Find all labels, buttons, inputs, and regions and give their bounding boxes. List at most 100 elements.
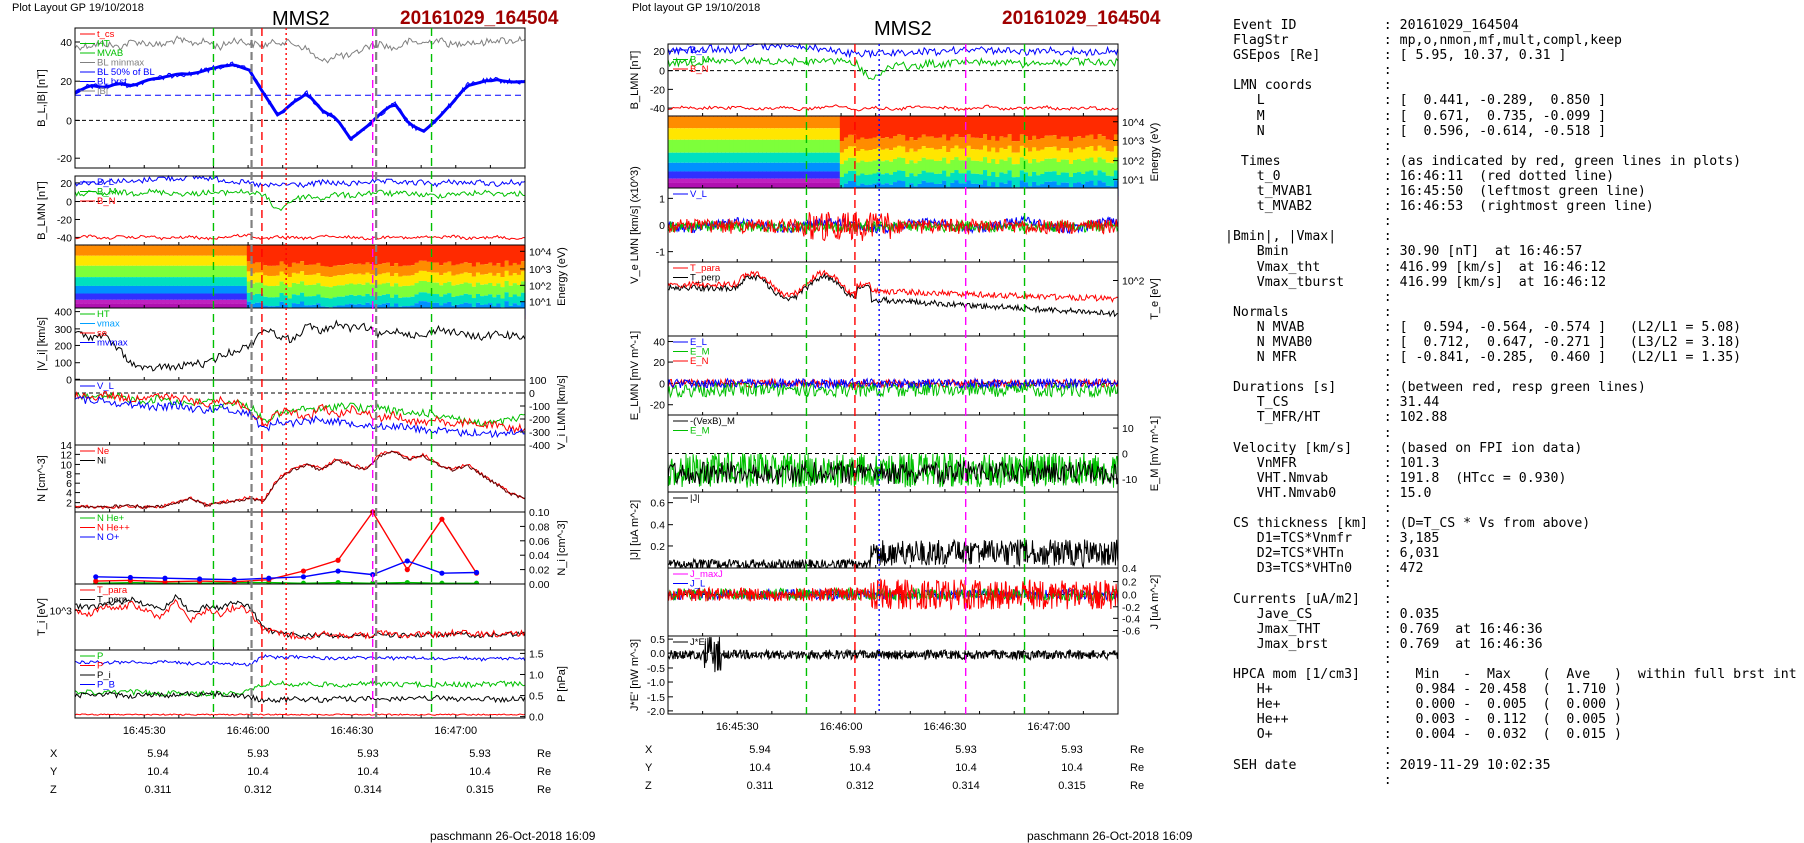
spectrogram-cell	[320, 245, 326, 266]
spectrogram-cell	[156, 277, 162, 286]
summary-line: D3=TCS*VHTn0 : 472	[1225, 561, 1424, 577]
spectrogram-cell	[1097, 134, 1103, 146]
spectrogram-cell	[222, 285, 227, 294]
y-tick-label: 10^2	[1122, 156, 1145, 168]
spectrogram-cell	[782, 178, 788, 183]
spectrogram-cell	[929, 172, 935, 183]
spectrogram-cell	[708, 171, 714, 179]
spectrogram-cell	[835, 116, 841, 129]
spectrogram-cell	[390, 297, 395, 307]
left-panel-1: 200-20-40B_LB_MB_NB_LMN [nT]	[36, 174, 526, 246]
spectrogram-cell	[120, 265, 125, 278]
spectrogram-cell	[312, 245, 317, 265]
spectrogram-cell	[1060, 159, 1066, 173]
spectrogram-cell	[287, 277, 293, 288]
spectrogram-cell	[120, 293, 125, 300]
summary-line: :	[1225, 214, 1392, 230]
spectrogram-cell	[210, 285, 215, 294]
summary-line: Currents [uA/m2] :	[1225, 591, 1392, 607]
spectrogram-cell	[75, 277, 80, 286]
spectrogram-cell	[1101, 147, 1107, 160]
spectrogram-cell	[275, 285, 281, 298]
spectrogram-cell	[385, 302, 391, 311]
spectrogram-cell	[128, 299, 133, 304]
spectrogram-cell	[794, 116, 800, 129]
spectrogram-cell	[819, 128, 825, 140]
spectrogram-cell	[471, 245, 477, 267]
spectrogram-cell	[136, 293, 142, 300]
spectrogram-cell	[692, 139, 698, 153]
spectrogram-cell	[83, 299, 88, 304]
spectrogram-cell	[925, 136, 931, 149]
orbit-value: 10.4	[469, 766, 490, 778]
spectrogram-cell	[320, 297, 326, 307]
series-line	[74, 713, 526, 716]
spectrogram-cell	[729, 152, 735, 163]
spectrogram-cell	[831, 171, 837, 179]
spectrogram-cell	[79, 285, 84, 294]
spectrogram-cell	[1032, 171, 1037, 182]
spectrogram-cell	[717, 178, 722, 183]
summary-line: H+ : 0.984 - 20.458 ( 1.710 )	[1225, 682, 1622, 698]
spectrogram-cell	[107, 277, 113, 286]
spectrogram-cell	[688, 162, 694, 172]
orbit-value: 0.311	[145, 784, 172, 796]
spectrogram-cell	[197, 277, 203, 286]
spectrogram-cell	[345, 295, 350, 305]
spectrogram-cell	[1064, 136, 1070, 149]
legend-label: B_L	[690, 45, 707, 56]
spectrogram-cell	[1064, 116, 1070, 137]
legend-label: B_N	[690, 64, 709, 75]
spectrogram-cell	[504, 270, 510, 281]
spectrogram-cell	[737, 152, 743, 163]
spectrogram-cell	[177, 265, 182, 278]
spectrogram-cell	[811, 182, 816, 188]
spectrogram-cell	[156, 255, 162, 266]
spectrogram-cell	[729, 171, 735, 179]
spectrogram-cell	[480, 274, 485, 285]
spectrogram-cell	[1019, 134, 1025, 146]
y-tick-label: 20	[60, 76, 72, 88]
spectrogram-cell	[263, 265, 268, 276]
spectrogram-cell	[447, 271, 452, 282]
spectrogram-cell	[516, 274, 522, 286]
spectrogram-cell	[484, 284, 489, 296]
y-tick-label: -0.2	[1122, 602, 1140, 614]
orbit-value: 10.4	[955, 762, 976, 774]
spectrogram-cell	[332, 265, 338, 276]
spectrogram-cell	[1097, 180, 1103, 190]
spectrogram-cell	[1113, 170, 1119, 181]
spectrogram-cell	[684, 178, 690, 183]
spectrogram-cell	[672, 162, 677, 172]
spectrogram-cell	[75, 285, 80, 294]
spectrogram-cell	[390, 245, 395, 267]
spectrogram-cell	[250, 263, 256, 274]
spectrogram-cell	[173, 277, 178, 286]
spectrogram-cell	[246, 245, 252, 262]
spectrogram-cell	[803, 152, 808, 163]
spectrogram-cell	[1019, 157, 1025, 171]
spectrogram-cell	[349, 283, 354, 295]
spectrogram-cell	[218, 303, 223, 308]
y-tick-label: 40	[653, 337, 665, 349]
spectrogram-cell	[807, 171, 812, 179]
y-tick-label: -1.5	[647, 692, 665, 704]
spectrogram-cell	[925, 159, 931, 173]
spectrogram-cell	[1085, 147, 1090, 159]
legend-label: E_L	[690, 337, 707, 348]
spectrogram-cell	[1032, 116, 1037, 136]
spectrogram-cell	[111, 277, 117, 286]
spectrogram-cell	[144, 303, 150, 308]
orbit-value: 5.94	[749, 744, 770, 756]
spectrogram-cell	[124, 299, 129, 304]
spectrogram-cell	[696, 116, 702, 129]
spectrogram-cell	[324, 297, 330, 307]
spectrogram-cell	[308, 245, 313, 265]
spectrogram-cell	[680, 152, 685, 163]
spectrogram-cell	[385, 262, 391, 273]
spectrogram-cell	[181, 265, 187, 278]
spectrogram-cell	[197, 299, 203, 304]
x-tick-label: 16:45:30	[123, 725, 166, 737]
spectrogram-cell	[234, 265, 240, 278]
